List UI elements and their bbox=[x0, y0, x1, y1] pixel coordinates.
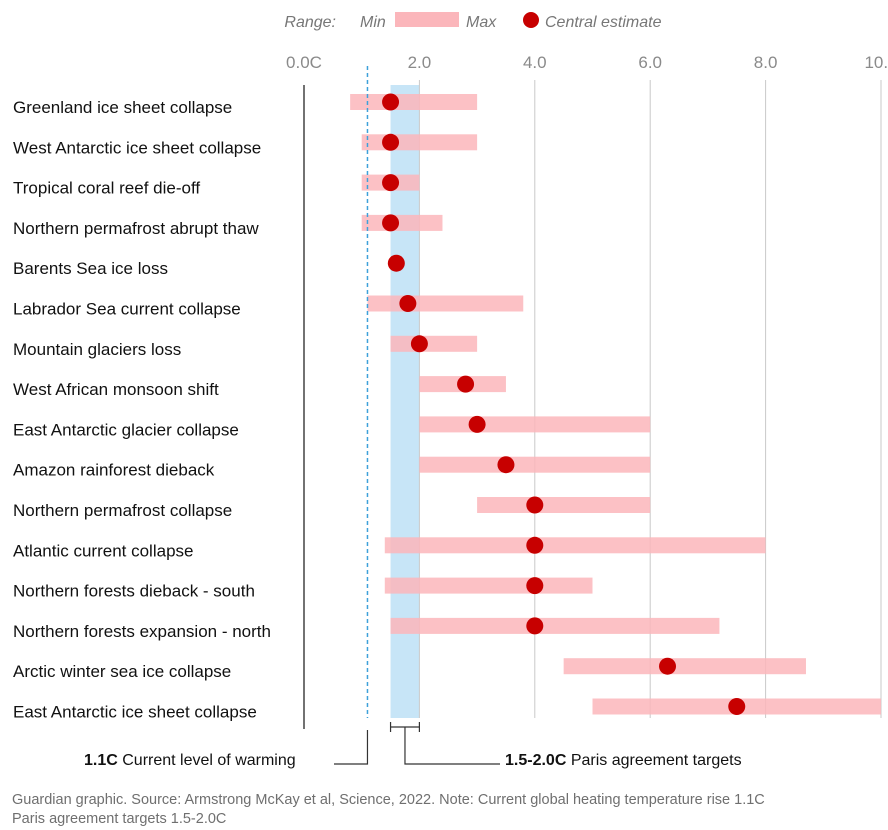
central-estimate-dot bbox=[526, 617, 544, 635]
footer-note-line: Paris agreement targets 1.5-2.0C bbox=[12, 811, 226, 827]
central-estimate-dot bbox=[410, 335, 428, 353]
central-estimate-dot bbox=[457, 375, 475, 393]
range-bar bbox=[477, 497, 651, 513]
category-label: East Antarctic glacier collapse bbox=[13, 420, 239, 439]
category-label: Barents Sea ice loss bbox=[13, 259, 168, 278]
range-bar bbox=[563, 658, 806, 675]
central-estimate-dot bbox=[468, 415, 486, 433]
x-axis-ticks: 0.0C 2.0 4.0 6.0 8.0 10.0 bbox=[286, 53, 888, 72]
legend-max-label: Max bbox=[466, 14, 497, 31]
range-bar bbox=[350, 94, 478, 110]
paris-text: Paris agreement targets bbox=[571, 752, 742, 769]
legend: Range: Min Max Central estimate bbox=[284, 12, 662, 31]
central-estimate-dots bbox=[382, 93, 746, 715]
legend-range-swatch bbox=[395, 12, 459, 27]
central-estimate-dot bbox=[728, 698, 746, 715]
category-label: Mountain glaciers loss bbox=[13, 340, 181, 359]
legend-range-label: Range: bbox=[284, 14, 336, 31]
category-label: Labrador Sea current collapse bbox=[13, 300, 241, 319]
category-label: Arctic winter sea ice collapse bbox=[13, 662, 231, 681]
footer-source-line: Guardian graphic. Source: Armstrong McKa… bbox=[12, 792, 765, 808]
category-label: Northern permafrost abrupt thaw bbox=[13, 219, 259, 238]
category-labels: Greenland ice sheet collapse West Antarct… bbox=[13, 98, 271, 722]
range-bar bbox=[361, 214, 443, 231]
x-tick-label: 6.0 bbox=[638, 53, 662, 72]
central-estimate-dot bbox=[399, 295, 417, 312]
central-estimate-dot bbox=[526, 577, 544, 595]
paris-leader bbox=[404, 727, 500, 765]
central-estimate-dot bbox=[526, 536, 544, 554]
x-tick-label: 10.0 bbox=[864, 53, 888, 72]
range-bar bbox=[361, 134, 478, 151]
range-bar bbox=[384, 537, 766, 554]
x-tick-label: 0.0C bbox=[286, 53, 322, 72]
central-estimate-dot bbox=[382, 174, 400, 192]
range-bars bbox=[350, 94, 881, 715]
range-bar bbox=[419, 416, 651, 433]
current-warming-annotation: 1.1C Current level of warming bbox=[84, 752, 296, 769]
category-label: Tropical coral reef die-off bbox=[13, 179, 200, 198]
range-bar bbox=[367, 295, 524, 312]
x-tick-label: 4.0 bbox=[523, 53, 547, 72]
central-estimate-dot bbox=[387, 254, 405, 272]
legend-central-label: Central estimate bbox=[545, 14, 662, 31]
category-label: East Antarctic ice sheet collapse bbox=[13, 703, 257, 722]
current-warming-leader bbox=[334, 730, 369, 765]
range-bar bbox=[419, 456, 651, 473]
legend-central-swatch bbox=[523, 12, 539, 28]
category-label: Northern forests dieback - south bbox=[13, 582, 255, 601]
category-label: Greenland ice sheet collapse bbox=[13, 98, 232, 117]
central-estimate-dot bbox=[526, 496, 544, 514]
central-estimate-dot bbox=[382, 93, 400, 111]
category-label: West African monsoon shift bbox=[13, 380, 219, 399]
category-label: Northern permafrost collapse bbox=[13, 501, 232, 520]
category-label: Northern forests expansion - north bbox=[13, 622, 271, 641]
range-bar bbox=[390, 335, 478, 352]
current-warming-value: 1.1C bbox=[84, 752, 118, 769]
x-tick-label: 2.0 bbox=[408, 53, 432, 72]
paris-annotation: 1.5-2.0C Paris agreement targets bbox=[505, 752, 742, 769]
legend-min-label: Min bbox=[360, 14, 386, 31]
x-tick-label: 8.0 bbox=[754, 53, 778, 72]
category-label: Atlantic current collapse bbox=[13, 541, 193, 560]
current-warming-text: Current level of warming bbox=[122, 752, 295, 769]
range-bar bbox=[384, 577, 593, 594]
category-label: West Antarctic ice sheet collapse bbox=[13, 138, 261, 157]
central-estimate-dot bbox=[382, 133, 400, 151]
central-estimate-dot bbox=[659, 657, 677, 675]
category-label: Amazon rainforest dieback bbox=[13, 461, 215, 480]
central-estimate-dot bbox=[497, 456, 515, 474]
range-bar bbox=[390, 617, 720, 634]
central-estimate-dot bbox=[382, 214, 400, 232]
paris-value: 1.5-2.0C bbox=[505, 752, 567, 769]
annotations: 1.1C Current level of warming 1.5-2.0C P… bbox=[84, 722, 742, 769]
